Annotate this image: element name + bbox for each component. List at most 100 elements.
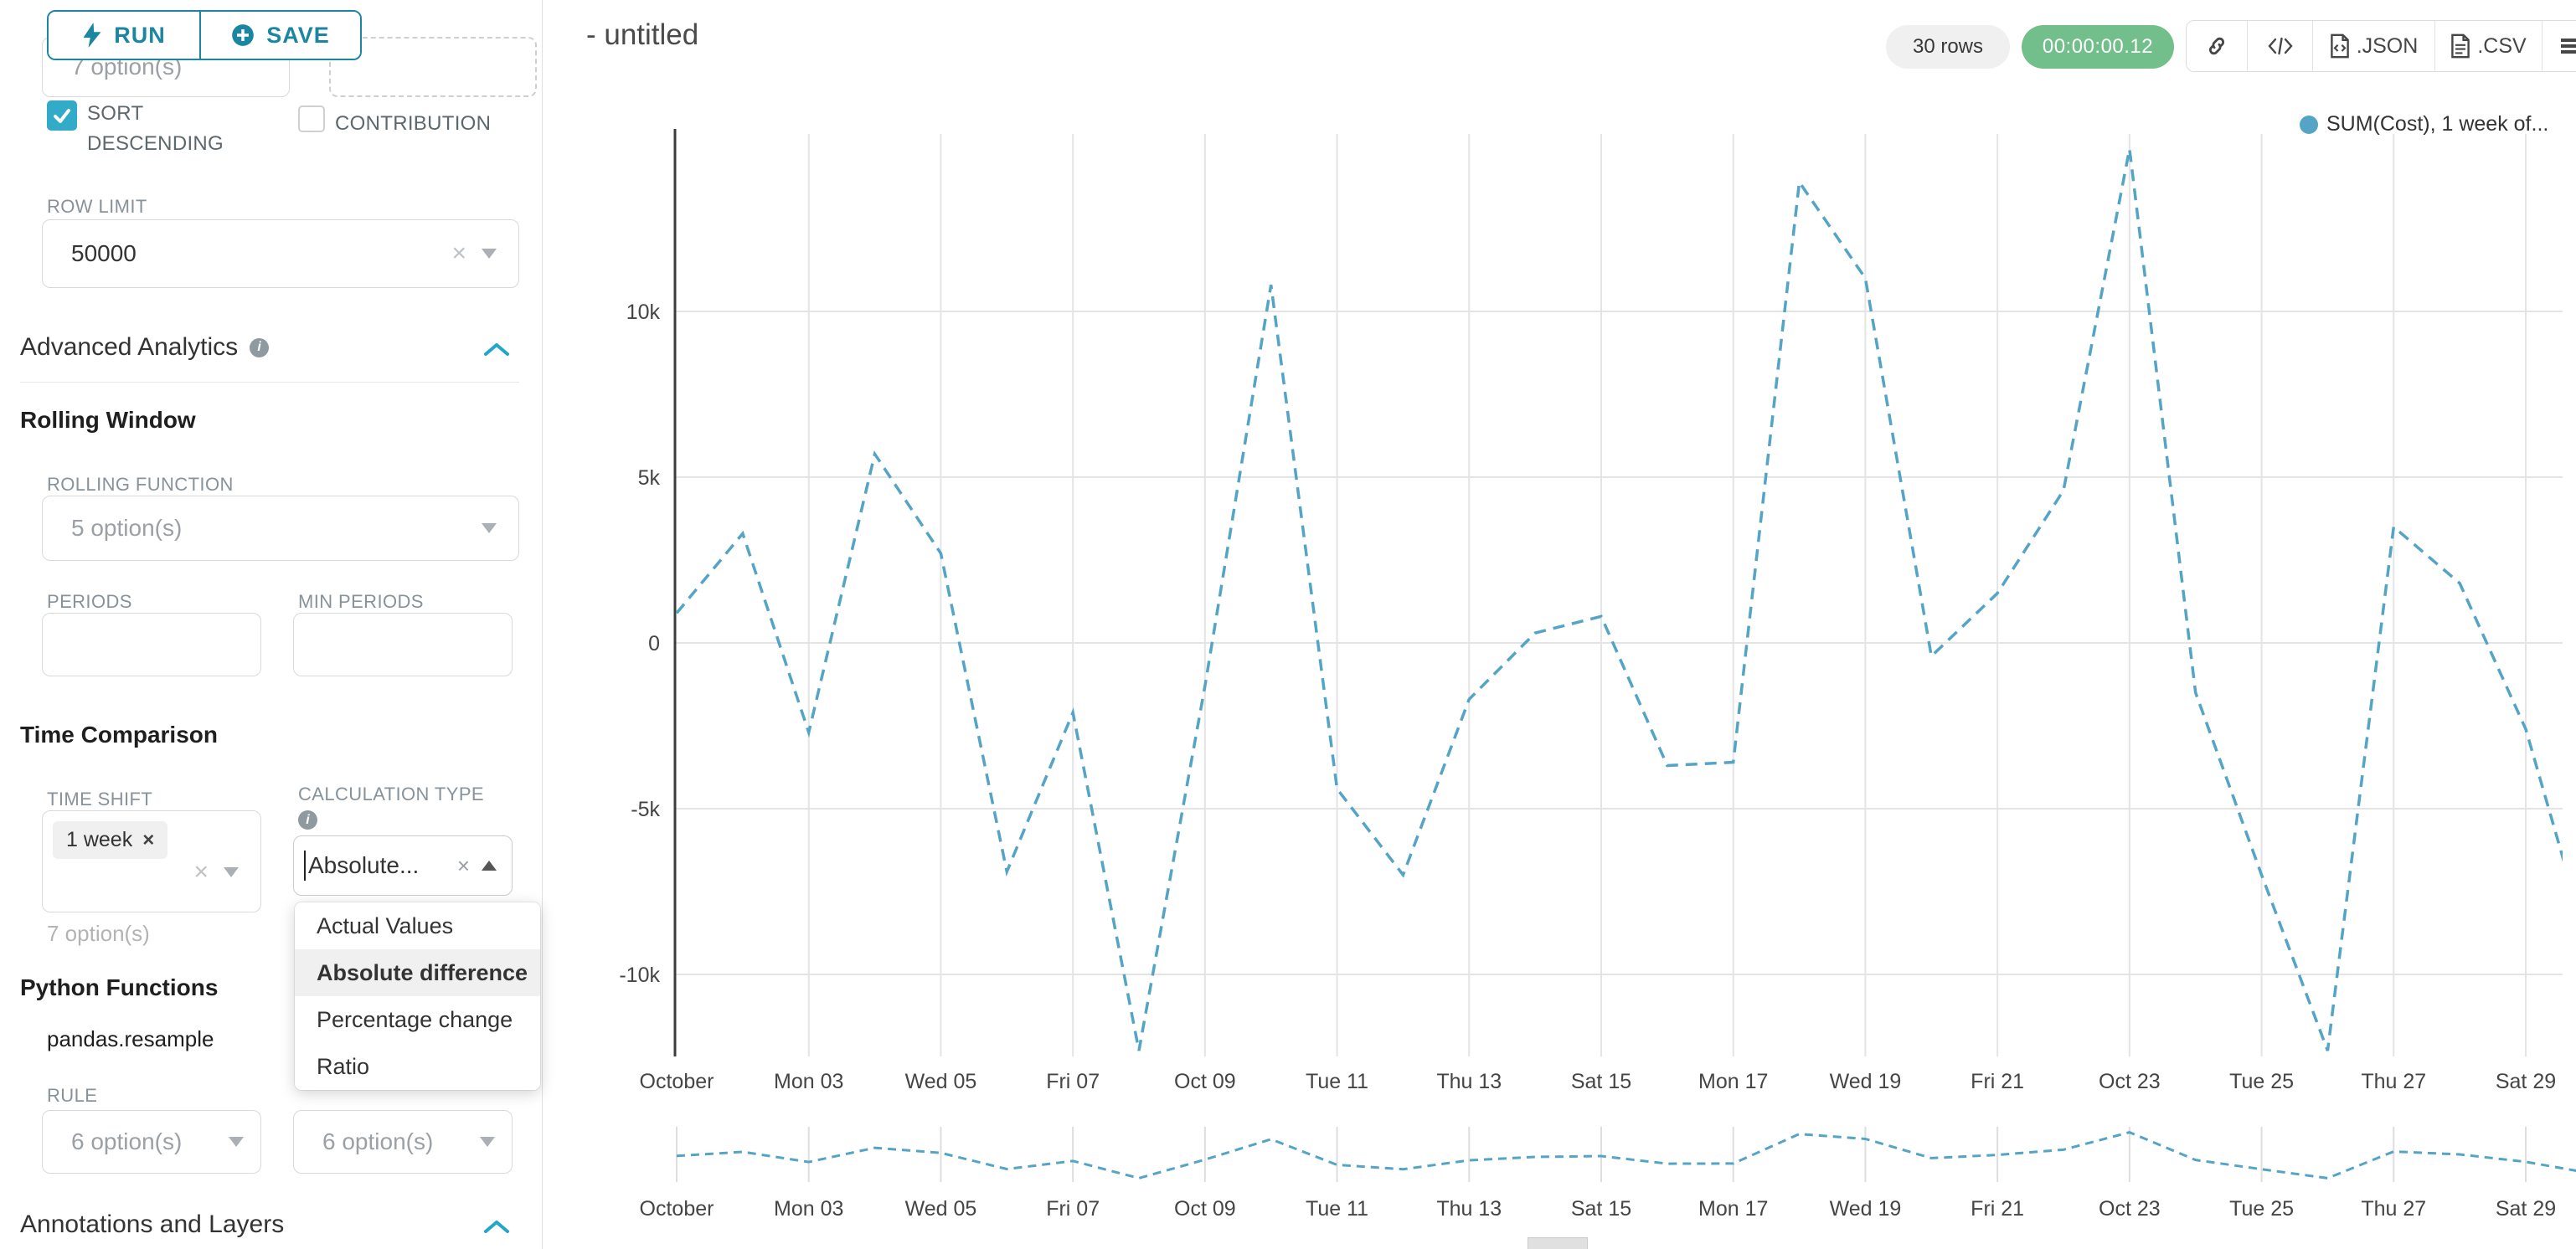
- preview-axis-tick-label: Tue 11: [1306, 1197, 1368, 1221]
- periods-label: PERIODS: [47, 591, 132, 612]
- chevron-up-icon[interactable]: [482, 1219, 511, 1236]
- periods-input[interactable]: [42, 613, 261, 676]
- rolling-function-select[interactable]: 5 option(s): [42, 496, 519, 561]
- chevron-down-icon[interactable]: [482, 249, 497, 259]
- dropdown-option[interactable]: Absolute difference: [295, 949, 540, 996]
- preview-axis-tick-label: Fri 21: [1971, 1197, 2024, 1221]
- view-query-button[interactable]: [2247, 21, 2312, 71]
- run-button-label: RUN: [114, 22, 166, 48]
- annotations-layers-header[interactable]: Annotations and Layers: [20, 1210, 284, 1239]
- preview-axis-tick-label: Wed 05: [905, 1197, 977, 1221]
- preview-axis-tick-label: Fri 07: [1046, 1197, 1100, 1221]
- resample-method-placeholder: 6 option(s): [322, 1128, 434, 1154]
- series-line: [675, 148, 2563, 1051]
- copy-link-button[interactable]: [2187, 21, 2247, 71]
- x-axis-tick-label: Oct 09: [1174, 1070, 1236, 1093]
- advanced-analytics-header[interactable]: Advanced Analytics i: [20, 333, 270, 362]
- json-file-icon: [2330, 33, 2349, 59]
- clear-icon[interactable]: ×: [451, 239, 466, 267]
- time-comparison-title: Time Comparison: [20, 722, 218, 748]
- preview-axis-tick-label: Thu 27: [2361, 1197, 2426, 1221]
- chart-legend[interactable]: SUM(Cost), 1 week of...: [2300, 112, 2548, 136]
- row-limit-value: 50000: [71, 240, 137, 266]
- horizontal-scrollbar-thumb[interactable]: [1528, 1237, 1588, 1249]
- x-axis-tick-label: Wed 05: [905, 1070, 977, 1093]
- min-periods-label: MIN PERIODS: [298, 591, 424, 612]
- export-json-button[interactable]: .JSON: [2312, 21, 2434, 71]
- calculation-type-label: CALCULATION TYPE: [298, 784, 484, 804]
- legend-series-label: SUM(Cost), 1 week of...: [2326, 112, 2549, 136]
- preview-axis-tick-label: Thu 13: [1436, 1197, 1502, 1221]
- dropdown-option[interactable]: Ratio: [295, 1043, 540, 1090]
- chart-panel: - untitled 30 rows 00:00:00.12 .JSON .CS…: [543, 0, 2576, 1249]
- x-axis-tick-label: Thu 13: [1436, 1070, 1502, 1093]
- advanced-analytics-title: Advanced Analytics: [20, 333, 239, 361]
- preview-axis-tick-label: Oct 09: [1174, 1197, 1236, 1221]
- run-button[interactable]: RUN: [49, 12, 199, 59]
- chevron-down-icon[interactable]: [229, 1137, 244, 1147]
- min-periods-input[interactable]: [293, 613, 513, 676]
- info-icon[interactable]: i: [250, 337, 270, 357]
- calculation-type-value: Absolute...: [308, 852, 420, 878]
- row-limit-label: ROW LIMIT: [47, 196, 147, 217]
- legend-series-dot: [2300, 115, 2318, 134]
- preview-axis-tick-label: Mon 03: [774, 1197, 843, 1221]
- rule-label: RULE: [47, 1085, 98, 1106]
- save-button-label: SAVE: [266, 22, 330, 48]
- preview-axis-tick-label: Sat 15: [1571, 1197, 1631, 1221]
- time-shift-multiselect[interactable]: 1 week × ×: [42, 810, 261, 912]
- code-icon: [2267, 37, 2293, 55]
- rule-select[interactable]: 6 option(s): [42, 1110, 261, 1174]
- json-label: .JSON: [2356, 33, 2419, 58]
- preview-axis-tick-label: Tue 25: [2229, 1197, 2294, 1221]
- remove-tag-icon[interactable]: ×: [142, 828, 155, 851]
- y-axis-tick-label: -10k: [619, 964, 660, 987]
- annotations-layers-title: Annotations and Layers: [20, 1210, 285, 1238]
- export-toolbar: .JSON .CSV: [2186, 20, 2576, 72]
- dropdown-option[interactable]: Percentage change: [295, 996, 540, 1043]
- chevron-down-icon[interactable]: [482, 523, 497, 533]
- controls-sidebar: 7 option(s) RUN SAVE SORT DESCENDING CON…: [0, 0, 543, 1249]
- export-csv-button[interactable]: .CSV: [2434, 21, 2542, 71]
- query-timer-badge: 00:00:00.12: [2022, 25, 2174, 69]
- lightning-bolt-icon: [83, 23, 101, 48]
- chart-menu-button[interactable]: [2542, 21, 2576, 71]
- contribution-label: CONTRIBUTION: [335, 112, 492, 135]
- chevron-down-icon[interactable]: [224, 867, 239, 877]
- preview-series-line: [676, 1131, 2576, 1180]
- info-icon[interactable]: i: [298, 810, 317, 830]
- chevron-up-icon[interactable]: [482, 861, 497, 871]
- row-limit-select[interactable]: 50000 ×: [42, 219, 519, 288]
- metric-drop-zone[interactable]: [329, 37, 537, 97]
- x-axis-tick-label: Fri 21: [1971, 1070, 2024, 1093]
- clear-icon[interactable]: ×: [456, 853, 470, 878]
- python-functions-title: Python Functions: [20, 974, 219, 1000]
- calculation-type-select[interactable]: Absolute... ×: [293, 835, 513, 896]
- csv-label: .CSV: [2477, 33, 2527, 58]
- rolling-function-placeholder: 5 option(s): [71, 515, 183, 541]
- resample-method-select[interactable]: 6 option(s): [293, 1110, 513, 1174]
- dropdown-option[interactable]: Actual Values: [295, 902, 540, 949]
- timeseries-line-chart[interactable]: 10k 5k 0 -5k -10k October October Mon 03 Mon 03 W…: [543, 0, 2576, 1249]
- x-axis-tick-label: Oct 23: [2099, 1070, 2161, 1093]
- time-shift-tag-label: 1 week: [66, 828, 133, 851]
- preview-axis-tick-label: Wed 19: [1830, 1197, 1902, 1221]
- sort-descending-label: SORT DESCENDING: [87, 102, 224, 155]
- chevron-up-icon[interactable]: [482, 342, 511, 358]
- x-axis-tick-label: Tue 11: [1306, 1070, 1368, 1093]
- contribution-checkbox[interactable]: [298, 105, 325, 132]
- sort-descending-checkbox[interactable]: [47, 100, 77, 131]
- y-axis-tick-label: -5k: [631, 798, 660, 821]
- preview-axis-tick-label: Mon 17: [1698, 1197, 1768, 1221]
- rolling-function-label: ROLLING FUNCTION: [47, 474, 234, 495]
- chevron-down-icon[interactable]: [480, 1137, 495, 1147]
- pandas-resample-label: pandas.resample: [47, 1026, 214, 1051]
- x-axis-tick-label: Sat 29: [2496, 1070, 2556, 1093]
- clear-icon[interactable]: ×: [193, 858, 209, 886]
- x-axis-tick-label: Mon 17: [1698, 1070, 1768, 1093]
- csv-file-icon: [2451, 33, 2470, 59]
- section-divider: [20, 382, 519, 383]
- time-shift-options-hint: 7 option(s): [47, 921, 150, 946]
- save-button[interactable]: SAVE: [199, 12, 360, 59]
- chart-title: - untitled: [586, 18, 699, 51]
